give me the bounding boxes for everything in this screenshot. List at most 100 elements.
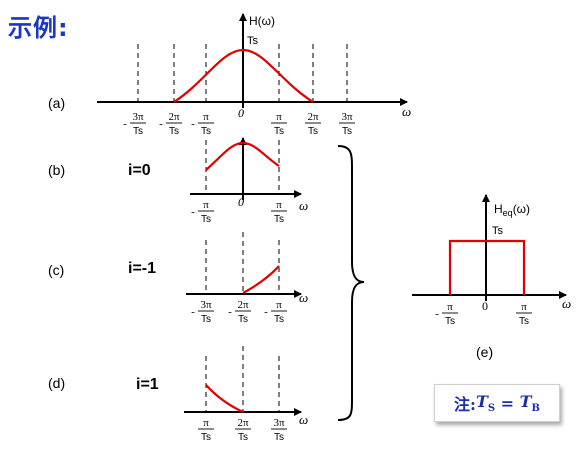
panel-d-label: (d) — [48, 375, 66, 391]
tick-numerator: 3π — [341, 111, 353, 123]
tick-label-pi: π Ts — [271, 199, 287, 225]
tick-denominator: Ts — [201, 126, 211, 137]
panel-a-guides — [137, 44, 348, 102]
panel-c-label: (c) — [48, 262, 65, 278]
panel-c: ω — [186, 232, 308, 305]
tick-sign: - — [264, 306, 268, 318]
note-box: 注: TS = TB — [434, 384, 560, 422]
case-label-i-minus-1: i=-1 — [128, 260, 157, 277]
tick-numerator: π — [203, 111, 209, 123]
tick-numerator: 3π — [200, 299, 212, 311]
tick-label-pi: π Ts — [516, 301, 532, 327]
panel-e-omega: ω — [562, 296, 571, 311]
panel-e-level-label: Ts — [492, 225, 504, 237]
panel-a-label: (a) — [48, 95, 66, 111]
panel-a-spectrum-curve — [173, 48, 314, 103]
grouping-brace — [337, 145, 365, 421]
panel-d-curve — [205, 384, 244, 413]
note-prefix: 注: — [454, 395, 476, 414]
tick-label-pi: π Ts — [198, 417, 214, 443]
tick-label-m2pi: 2π Ts- — [159, 111, 182, 137]
tick-sign: - — [159, 118, 163, 130]
panel-a-zero: 0 — [238, 106, 244, 120]
tick-denominator: Ts — [308, 126, 318, 137]
panel-c-omega: ω — [299, 290, 308, 305]
tick-numerator: π — [203, 417, 209, 429]
panel-a-y-label: H(ω) — [249, 14, 275, 28]
tick-denominator: Ts — [201, 432, 211, 443]
tick-denominator: Ts — [169, 126, 179, 137]
panel-d-guides — [205, 346, 280, 412]
tick-numerator: π — [447, 301, 453, 313]
tick-label-pi: π Ts — [271, 111, 287, 137]
tick-denominator: Ts — [274, 214, 284, 225]
tick-sign: - — [191, 206, 195, 218]
tick-numerator: π — [276, 199, 282, 211]
tick-label-m2pi: 2π Ts- — [228, 299, 251, 325]
tick-sign: - — [191, 306, 195, 318]
tick-denominator: Ts — [238, 314, 248, 325]
panel-b-zero: 0 — [238, 195, 244, 209]
tick-denominator: Ts — [274, 432, 284, 443]
panel-e: Heq(ω) Ts ω 0 — [412, 194, 571, 313]
panel-c-curve — [242, 265, 280, 294]
note-equals: = — [495, 393, 520, 413]
panel-e-y-label: Heq(ω) — [494, 202, 530, 218]
tick-numerator: 2π — [237, 417, 249, 429]
panel-e-label: (e) — [476, 344, 494, 360]
tick-label-mpi: π Ts- — [435, 301, 458, 327]
tick-numerator: π — [521, 301, 527, 313]
case-label-i1: i=1 — [136, 376, 159, 393]
panel-b: ω 0 — [190, 137, 308, 213]
panel-b-omega: ω — [299, 198, 308, 213]
tick-labels: 3πTs-2πTs-πTs-πTs2πTs3πTsπTs-πTs3πTs-2πT… — [123, 111, 532, 443]
tick-numerator: 3π — [273, 417, 285, 429]
note-rhs: TB — [519, 391, 540, 415]
panel-a: H(ω) Ts ω 0 — [97, 13, 411, 120]
tick-sign: - — [435, 308, 439, 320]
tick-sign: - — [228, 306, 232, 318]
page-title: 示例: — [8, 14, 69, 42]
tick-numerator: π — [276, 299, 282, 311]
tick-denominator: Ts — [201, 314, 211, 325]
tick-sign: - — [191, 118, 195, 130]
panel-a-omega: ω — [402, 104, 411, 119]
tick-denominator: Ts — [519, 316, 529, 327]
panel-a-peak-label: Ts — [247, 35, 259, 47]
tick-denominator: Ts — [201, 214, 211, 225]
tick-denominator: Ts — [445, 316, 455, 327]
panel-e-ideal-response — [448, 239, 526, 295]
tick-denominator: Ts — [342, 126, 352, 137]
panel-c-guides — [205, 232, 280, 294]
tick-numerator: 2π — [237, 299, 249, 311]
tick-numerator: 3π — [132, 111, 144, 123]
panel-b-curve — [205, 141, 280, 171]
tick-denominator: Ts — [133, 126, 143, 137]
tick-label-p3pi: 3π Ts — [271, 417, 287, 443]
panel-b-label: (b) — [48, 162, 66, 178]
tick-numerator: π — [203, 199, 209, 211]
tick-label-m3pi: 3π Ts- — [191, 299, 214, 325]
panel-b-guides — [205, 140, 280, 194]
tick-label-p3pi: 3π Ts — [339, 111, 355, 137]
tick-numerator: 2π — [307, 111, 319, 123]
tick-label-mpi: π Ts- — [191, 199, 214, 225]
tick-label-p2pi: 2π Ts — [235, 417, 251, 443]
tick-sign: - — [123, 118, 127, 130]
panel-e-zero: 0 — [482, 299, 488, 313]
tick-numerator: π — [276, 111, 282, 123]
panel-d: ω — [184, 346, 308, 427]
tick-label-p2pi: 2π Ts — [305, 111, 321, 137]
panel-d-omega: ω — [299, 412, 308, 427]
tick-label-mpi: π Ts- — [264, 299, 287, 325]
tick-denominator: Ts — [238, 432, 248, 443]
tick-numerator: 2π — [168, 111, 180, 123]
note-lhs: TS — [475, 391, 496, 415]
tick-label-mpi: π Ts- — [191, 111, 214, 137]
case-label-i0: i=0 — [128, 162, 151, 179]
tick-denominator: Ts — [274, 314, 284, 325]
tick-label-m3pi: 3π Ts- — [123, 111, 146, 137]
tick-denominator: Ts — [274, 126, 284, 137]
